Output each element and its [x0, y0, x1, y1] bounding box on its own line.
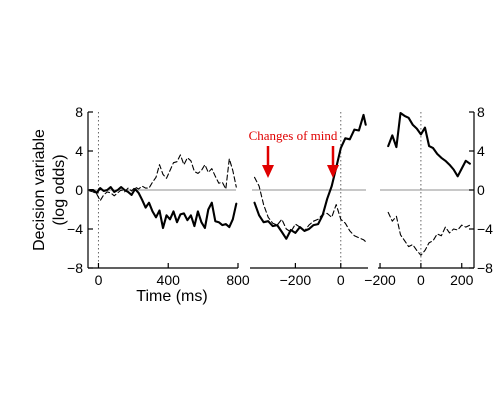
series-dashed-left [89, 154, 237, 202]
x-axis-label: Time (ms) [136, 288, 207, 305]
x-tick-label-left-0: 0 [95, 272, 103, 288]
y-tick-label-right-3: −4 [477, 221, 493, 237]
y-tick-label-left-4: −8 [67, 260, 83, 276]
y-tick-label-left-2: 0 [75, 182, 83, 198]
chart-panels: 0 400 800 8 4 0 −4 −8 −200 0 −200 0 200 8 4 0 −4 −8 [67, 104, 493, 288]
series-solid-right [387, 111, 471, 178]
annotation-arrows [262, 146, 339, 178]
x-tick-label-left-2: 800 [226, 272, 250, 288]
annotation-arrowhead-left [262, 165, 274, 178]
y-tick-label-right-2: 0 [477, 182, 485, 198]
panel-middle: −200 0 [250, 112, 368, 288]
x-tick-label-left-1: 400 [157, 272, 181, 288]
x-tick-label-right-2: 200 [450, 272, 474, 288]
series-dashed-middle [253, 176, 367, 243]
x-tick-label-right-1: 0 [417, 272, 425, 288]
series-solid-left [88, 186, 238, 230]
panel-left: 0 400 800 8 4 0 −4 −8 [67, 104, 250, 288]
x-tick-label-middle-1: 0 [337, 272, 345, 288]
y-tick-label-right-4: −8 [477, 260, 493, 276]
y-tick-label-right-0: 8 [477, 104, 485, 120]
y-tick-label-left-3: −4 [67, 221, 83, 237]
y-axis-label-units: (log odds) [51, 154, 68, 225]
series-solid-middle [253, 113, 367, 240]
y-axis-label: Decision variable [31, 129, 48, 251]
y-tick-label-left-0: 8 [75, 104, 83, 120]
changes-of-mind-annotation: Changes of mind [249, 128, 338, 143]
x-tick-label-middle-0: −200 [280, 272, 312, 288]
y-tick-label-right-1: 4 [477, 143, 485, 159]
panel-right: −200 0 200 8 4 0 −4 −8 [364, 104, 493, 288]
annotation-arrowhead-right [327, 165, 339, 178]
y-tick-label-left-1: 4 [75, 143, 83, 159]
x-tick-label-right-0: −200 [364, 272, 396, 288]
series-dashed-right [387, 211, 471, 256]
